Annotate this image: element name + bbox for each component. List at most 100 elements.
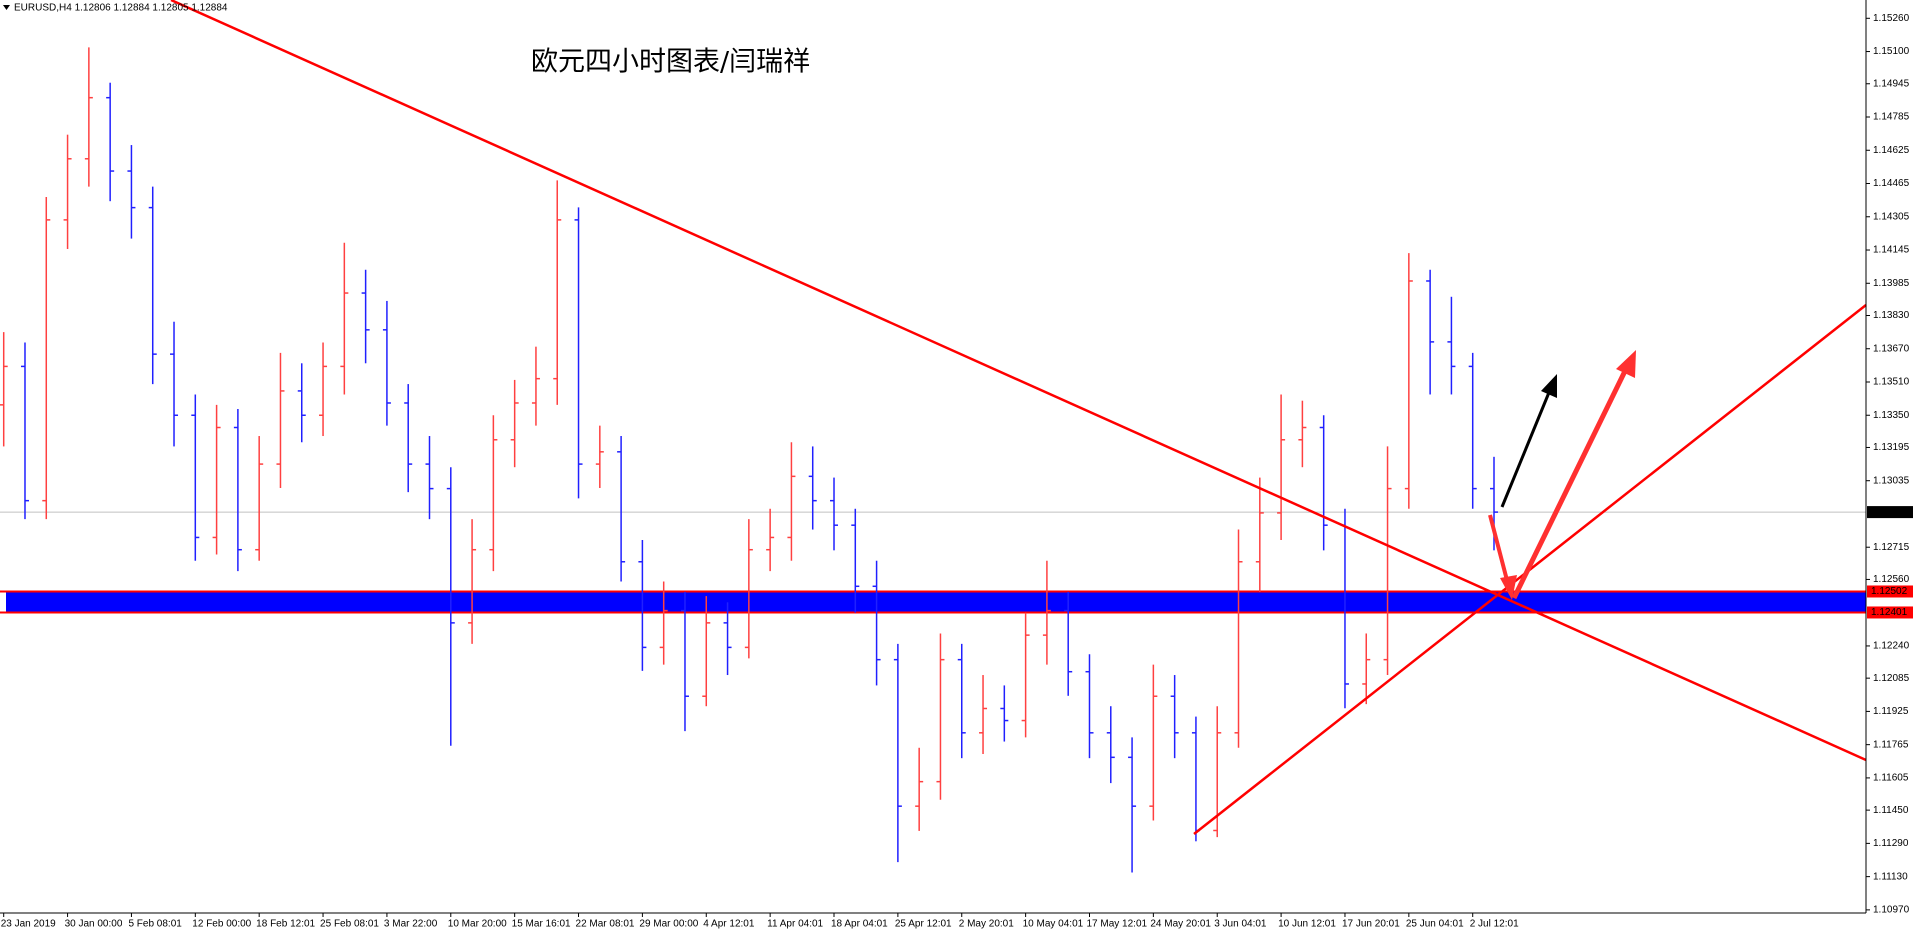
- x-tick-label: 2 May 20:01: [959, 919, 1014, 930]
- price-tag: [1867, 606, 1913, 619]
- ohlc-bar: [1277, 394, 1286, 540]
- y-tick-label: 1.11765: [1873, 739, 1909, 750]
- ohlc-bar: [893, 643, 902, 863]
- symbol-header: EURUSD,H4 1.12806 1.12884 1.12805 1.1288…: [14, 3, 228, 14]
- ohlc-bar: [1170, 675, 1179, 759]
- ohlc-bar: [510, 379, 519, 468]
- ohlc-bar: [191, 394, 200, 561]
- x-tick-label: 10 Mar 20:00: [448, 919, 507, 930]
- ohlc-bar: [617, 436, 626, 582]
- x-tick-label: 4 Apr 12:01: [703, 919, 755, 930]
- ohlc-bar: [1468, 352, 1477, 509]
- y-tick-label: 1.13510: [1873, 377, 1910, 388]
- ohlc-bar: [382, 300, 391, 426]
- y-tick-label: 1.11290: [1873, 838, 1909, 849]
- price-tag-label: 1.12884: [1871, 507, 1908, 518]
- ohlc-bar: [808, 446, 817, 530]
- x-tick-label: 22 Mar 08:01: [576, 919, 635, 930]
- menu-icon[interactable]: [3, 5, 10, 10]
- x-tick-label: 12 Feb 00:00: [192, 919, 251, 930]
- ohlc-bar: [723, 602, 732, 676]
- ohlc-bar: [1362, 633, 1371, 705]
- ohlc-bar: [1085, 654, 1094, 759]
- y-tick-label: 1.13985: [1873, 278, 1910, 289]
- arrow-head: [1616, 350, 1636, 378]
- ohlc-bar: [233, 409, 242, 572]
- x-tick-label: 2 Jul 12:01: [1470, 919, 1519, 930]
- ohlc-bar: [84, 47, 93, 187]
- y-tick-label: 1.11130: [1873, 871, 1908, 882]
- ohlc-bar: [766, 508, 775, 572]
- ohlc-bar: [1128, 737, 1137, 873]
- x-tick-label: 29 Mar 00:00: [639, 919, 698, 930]
- ohlc-bar: [830, 477, 839, 551]
- ohlc-bar: [106, 82, 115, 202]
- x-tick-label: 10 May 04:01: [1023, 919, 1084, 930]
- arrow-head: [1541, 374, 1557, 398]
- y-tick-label: 1.14785: [1873, 112, 1910, 123]
- y-tick-label: 1.13350: [1873, 410, 1910, 421]
- x-tick-label: 10 Jun 12:01: [1278, 919, 1336, 930]
- price-tag: [1867, 585, 1913, 598]
- ohlc-bar: [319, 342, 328, 437]
- ohlc-bar: [1042, 560, 1051, 665]
- y-tick-label: 1.11925: [1873, 706, 1909, 717]
- ohlc-bar: [744, 519, 753, 659]
- ohlc-bar: [595, 425, 604, 488]
- y-tick-label: 1.13830: [1873, 310, 1910, 321]
- y-tick-label: 1.12240: [1873, 641, 1910, 652]
- price-tag-label: 1.12502: [1871, 586, 1908, 597]
- x-tick-label: 25 Jun 04:01: [1406, 919, 1464, 930]
- ohlc-bar: [404, 384, 413, 493]
- ohlc-bar: [638, 539, 647, 671]
- ohlc-bar: [0, 332, 8, 447]
- y-tick-label: 1.11605: [1873, 773, 1909, 784]
- ohlc-bar: [446, 467, 455, 746]
- ohlc-bar: [1319, 415, 1328, 551]
- ohlc-bar: [297, 363, 306, 443]
- x-tick-label: 17 Jun 20:01: [1342, 919, 1400, 930]
- ohlc-bar: [787, 442, 796, 561]
- y-tick-label: 1.13195: [1873, 442, 1910, 453]
- ohlc-bar: [170, 321, 179, 447]
- price-tag-label: 1.12401: [1871, 607, 1908, 618]
- y-tick-label: 1.14145: [1873, 245, 1910, 256]
- ohlc-bar: [340, 242, 349, 395]
- y-tick-label: 1.12560: [1873, 574, 1910, 585]
- y-tick-label: 1.15100: [1873, 46, 1910, 57]
- ohlc-bar: [702, 596, 711, 707]
- ohlc-bar: [1426, 269, 1435, 395]
- ohlc-bar: [1234, 529, 1243, 748]
- ohlc-bar: [212, 404, 221, 555]
- ohlc-bar: [872, 560, 881, 686]
- ohlc-bar: [680, 591, 689, 732]
- ohlc-bar: [979, 675, 988, 755]
- ohlc-bar: [1000, 685, 1009, 742]
- x-tick-label: 3 Jun 04:01: [1214, 919, 1267, 930]
- x-tick-label: 18 Feb 12:01: [256, 919, 315, 930]
- ohlc-bar: [489, 415, 498, 572]
- arrow: [1488, 514, 1511, 589]
- ohlc-bar: [1447, 296, 1456, 395]
- x-tick-label: 25 Apr 12:01: [895, 919, 952, 930]
- ohlc-bar: [361, 269, 370, 364]
- arrow-head: [1500, 575, 1517, 600]
- ohlc-bar: [468, 519, 477, 644]
- ohlc-bar: [936, 633, 945, 800]
- y-tick-label: 1.15260: [1873, 13, 1910, 24]
- y-tick-label: 1.14465: [1873, 178, 1910, 189]
- y-tick-label: 1.14305: [1873, 211, 1910, 222]
- ohlc-bar: [425, 436, 434, 520]
- y-tick-label: 1.13035: [1873, 475, 1910, 486]
- x-tick-label: 15 Mar 16:01: [512, 919, 571, 930]
- ohlc-bar: [63, 134, 72, 249]
- x-tick-label: 11 Apr 04:01: [767, 919, 823, 930]
- ohlc-bar: [1404, 253, 1413, 509]
- ohlc-bar: [553, 180, 562, 405]
- ohlc-bar: [148, 186, 157, 385]
- x-tick-label: 5 Feb 08:01: [128, 919, 182, 930]
- ohlc-bar: [255, 436, 264, 561]
- ohlc-bar: [1106, 706, 1115, 784]
